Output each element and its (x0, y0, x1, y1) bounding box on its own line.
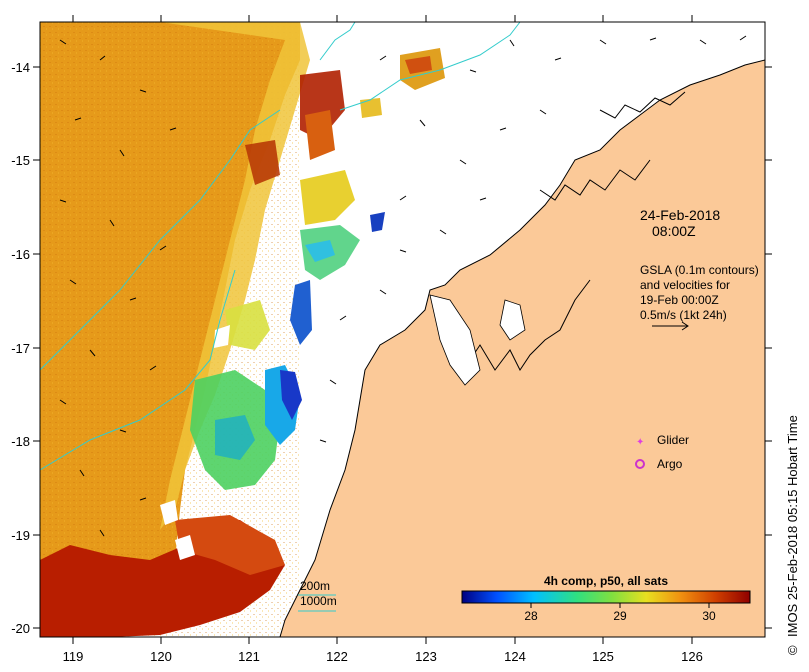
time-label: 08:00Z (652, 223, 696, 239)
y-tick-label: -20 (11, 621, 30, 636)
glider-label: Glider (657, 433, 689, 447)
date-label: 24-Feb-2018 (640, 207, 720, 223)
argo-marker-icon (635, 459, 645, 469)
x-tick-label: 120 (150, 649, 172, 664)
y-tick-label: -18 (11, 434, 30, 449)
arrow-head-icon (681, 321, 689, 331)
velocity-vectors (59, 35, 747, 537)
copyright-icon: © (785, 645, 800, 655)
y-tick-label: -17 (11, 341, 30, 356)
x-tick-label: 125 (592, 649, 614, 664)
y-tick-label: -16 (11, 247, 30, 262)
credit-text: IMOS 25-Feb-2018 05:15 Hobart Time (785, 415, 800, 637)
x-axis-labels: 119 120 121 122 123 124 125 126 (63, 649, 703, 664)
x-tick-label: 122 (326, 649, 348, 664)
gsla-line: 0.5m/s (1kt 24h) (640, 308, 727, 322)
y-tick-label: -19 (11, 528, 30, 543)
colorbar-tick: 30 (702, 609, 716, 623)
argo-label: Argo (657, 457, 683, 471)
glider-marker-icon: ✦ (636, 437, 644, 448)
colorbar-title: 4h comp, p50, all sats (544, 574, 668, 588)
map-frame (39, 21, 766, 638)
y-tick-label: -14 (11, 60, 30, 75)
x-tick-label: 121 (238, 649, 260, 664)
colorbar-tick: 28 (524, 609, 538, 623)
bathymetry-200m-label: 200m (300, 579, 330, 593)
gsla-note: GSLA (0.1m contours) and velocities for … (640, 263, 759, 331)
colorbar-tick: 29 (613, 609, 627, 623)
bathymetry-1000m-label: 1000m (300, 594, 337, 608)
gsla-line: and velocities for (640, 278, 730, 292)
sst-field (40, 22, 445, 637)
platform-legend: ✦ Glider Argo (635, 433, 689, 471)
colorbar-ramp (461, 590, 751, 604)
y-tick-label: -15 (11, 153, 30, 168)
bathymetry-legend: 200m 1000m (298, 579, 337, 612)
gsla-line: 19-Feb 00:00Z (640, 293, 719, 307)
credit: © IMOS 25-Feb-2018 05:15 Hobart Time (785, 415, 800, 655)
colorbar: 4h comp, p50, all sats 28 29 30 (461, 574, 751, 623)
x-tick-label: 119 (63, 649, 84, 664)
y-axis-labels: -14 -15 -16 -17 -18 -19 -20 (11, 60, 30, 636)
x-tick-label: 126 (681, 649, 703, 664)
bathymetry-contours (39, 21, 521, 471)
x-tick-label: 124 (504, 649, 526, 664)
gsla-line: GSLA (0.1m contours) (640, 263, 759, 277)
x-tick-label: 123 (415, 649, 437, 664)
